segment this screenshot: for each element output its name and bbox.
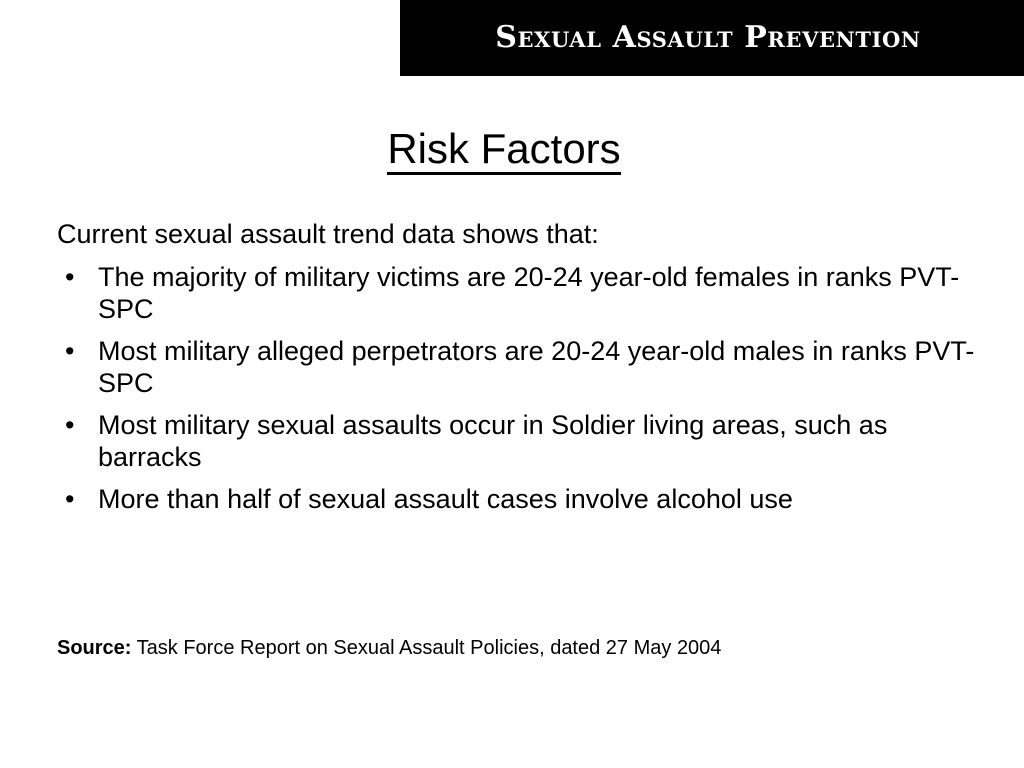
intro-paragraph: Current sexual assault trend data shows …	[57, 219, 599, 249]
bullet-list: • The majority of military victims are 2…	[57, 262, 997, 516]
bullet-point-icon: •	[65, 409, 75, 440]
bullet-point-icon: •	[65, 335, 75, 366]
list-item-text: More than half of sexual assault cases i…	[98, 483, 793, 514]
header-banner-title: Sexual Assault Prevention	[495, 20, 921, 55]
page-title: Risk Factors	[0, 126, 1008, 176]
slide-body: Current sexual assault trend data shows …	[57, 219, 997, 516]
source-text: Task Force Report on Sexual Assault Poli…	[131, 637, 722, 659]
list-item-text: Most military sexual assaults occur in S…	[98, 409, 888, 472]
list-item: • More than half of sexual assault cases…	[57, 484, 997, 516]
list-item: • Most military alleged perpetrators are…	[57, 336, 997, 400]
bullet-point-icon: •	[65, 261, 75, 292]
list-item: • Most military sexual assaults occur in…	[57, 410, 997, 474]
source-label: Source:	[57, 637, 132, 659]
header-banner: Sexual Assault Prevention	[400, 0, 1024, 76]
list-item-text: The majority of military victims are 20-…	[98, 261, 960, 324]
bullet-point-icon: •	[65, 483, 75, 514]
page-title-text: Risk Factors	[387, 126, 621, 176]
source-citation: Source: Task Force Report on Sexual Assa…	[57, 636, 721, 660]
list-item: • The majority of military victims are 2…	[57, 262, 997, 326]
list-item-text: Most military alleged perpetrators are 2…	[98, 335, 975, 398]
